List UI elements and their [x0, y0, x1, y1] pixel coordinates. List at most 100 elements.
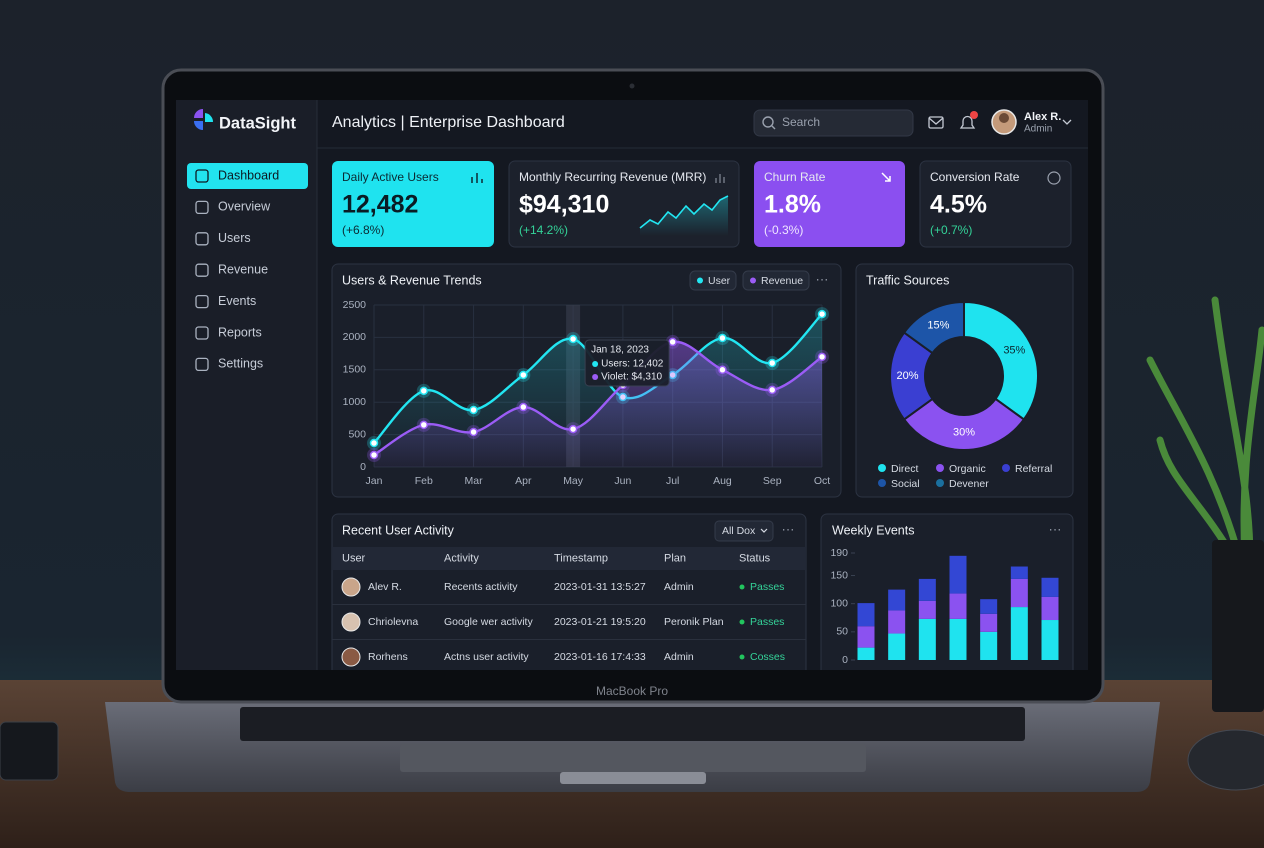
kpi-card: [919, 160, 1072, 248]
kpi-icon: [881, 172, 891, 182]
x-tick-label: Jun: [614, 475, 631, 487]
nav-item[interactable]: Overview: [218, 200, 271, 214]
kpi-card: [754, 161, 905, 247]
x-tick-label: Jan: [366, 475, 383, 487]
cell: 2023-01-21 19:5:20: [554, 616, 646, 628]
cell: Actns user activity: [444, 651, 529, 663]
bar-segment: [918, 578, 936, 601]
x-tick-label: Sep: [763, 475, 782, 487]
slice-label: 35%: [1003, 344, 1025, 356]
camera: [629, 83, 635, 89]
bar-segment: [1010, 607, 1028, 660]
column-header: Activity: [444, 552, 479, 564]
brand: DataSight: [219, 114, 297, 132]
panel-title: Recent User Activity: [342, 523, 455, 537]
keyboard: [240, 707, 1025, 741]
data-point: [369, 450, 379, 460]
data-point: [718, 365, 727, 375]
nav-item[interactable]: Events: [218, 294, 256, 308]
cell: Peronik Plan: [664, 616, 724, 628]
column-header: Plan: [664, 552, 686, 564]
bar-segment: [1041, 620, 1059, 660]
data-point: [668, 337, 677, 347]
sidebar: [176, 100, 317, 670]
nav-item[interactable]: Reports: [218, 325, 262, 339]
x-tick-label: May: [563, 475, 584, 487]
mail-icon: [928, 117, 944, 125]
data-point: [568, 334, 578, 344]
nav-item[interactable]: Revenue: [218, 262, 268, 276]
x-tick-label: Feb: [415, 475, 433, 487]
legend-swatch: [1002, 464, 1010, 472]
kpi-value: 4.5%: [930, 191, 987, 219]
filter-label: All Dox: [722, 525, 756, 537]
search-icon: [762, 116, 774, 128]
plant: [1146, 296, 1264, 712]
legend-label: Devener: [949, 478, 989, 490]
search-placeholder: Search: [782, 115, 820, 129]
bar-segment: [1010, 566, 1028, 579]
legend-swatch: [750, 277, 756, 284]
logo-part: [194, 109, 203, 118]
legend-swatch: [878, 464, 886, 472]
cell: Admin: [664, 581, 694, 593]
y-tick-label: 150: [830, 569, 848, 581]
nav-item[interactable]: Dashboard: [218, 168, 279, 182]
y-tick-label: 500: [348, 428, 366, 440]
legend-pill[interactable]: [742, 270, 810, 291]
kpi-icon: [1047, 171, 1061, 185]
nav-item[interactable]: Settings: [218, 357, 263, 371]
legend-swatch: [936, 464, 944, 472]
user-role: Admin: [1024, 124, 1052, 135]
kpi-value: 12,482: [342, 191, 418, 219]
cell: Google wer activity: [444, 616, 533, 628]
bar-segment: [918, 618, 936, 660]
y-tick-label: 50: [836, 626, 848, 638]
tooltip-swatch: [592, 374, 599, 380]
y-tick-label: 100: [830, 597, 848, 609]
legend-swatch: [697, 277, 703, 284]
legend-label: Organic: [949, 463, 986, 475]
data-point: [369, 438, 379, 448]
bar-segment: [1041, 577, 1059, 597]
x-tick-label: Aug: [713, 475, 732, 487]
leaves: [1146, 296, 1264, 564]
legend-pill[interactable]: [689, 270, 737, 291]
weekly-panel: [820, 513, 1074, 670]
y-tick-label: 1000: [343, 396, 367, 408]
kpi-change: (-0.3%): [764, 223, 803, 237]
nav-item[interactable]: Users: [218, 231, 251, 245]
cell: Chriolevna: [368, 616, 418, 628]
x-tick-label: Oct: [814, 475, 830, 487]
search-box[interactable]: [753, 109, 914, 137]
bar-segment: [918, 600, 936, 619]
user-menu-chevron[interactable]: [1062, 119, 1072, 125]
nav-icon: [195, 263, 209, 277]
column-header: Timestamp: [554, 552, 608, 564]
x-tick-label: Mar: [465, 475, 484, 487]
phone: [0, 721, 59, 781]
legend-label: Revenue: [761, 275, 803, 287]
bar-segment: [857, 603, 875, 627]
mail-icon[interactable]: [928, 116, 944, 129]
data-point: [767, 385, 777, 395]
kpi-label: Monthly Recurring Revenue (MRR): [519, 170, 706, 184]
legend-label: Referral: [1015, 463, 1052, 475]
traffic-panel: [855, 263, 1074, 498]
x-tick-label: Apr: [515, 475, 532, 487]
cell: Cosses: [750, 651, 785, 663]
more-menu[interactable]: ···: [1049, 521, 1062, 536]
filter-dropdown[interactable]: [714, 520, 774, 542]
more-menu[interactable]: ···: [816, 271, 829, 286]
bell-icon[interactable]: [959, 115, 976, 129]
tooltip-date: Jan 18, 2023: [591, 345, 649, 356]
cell: Rorhens: [368, 651, 408, 663]
cell: Passes: [750, 616, 784, 628]
y-tick-label: 2500: [343, 299, 367, 311]
column-header: Status: [739, 552, 771, 564]
legend-swatch: [878, 479, 886, 487]
tooltip-line: Users: 12,402: [601, 359, 664, 370]
more-menu[interactable]: ···: [782, 521, 795, 536]
status-dot: [739, 584, 745, 590]
